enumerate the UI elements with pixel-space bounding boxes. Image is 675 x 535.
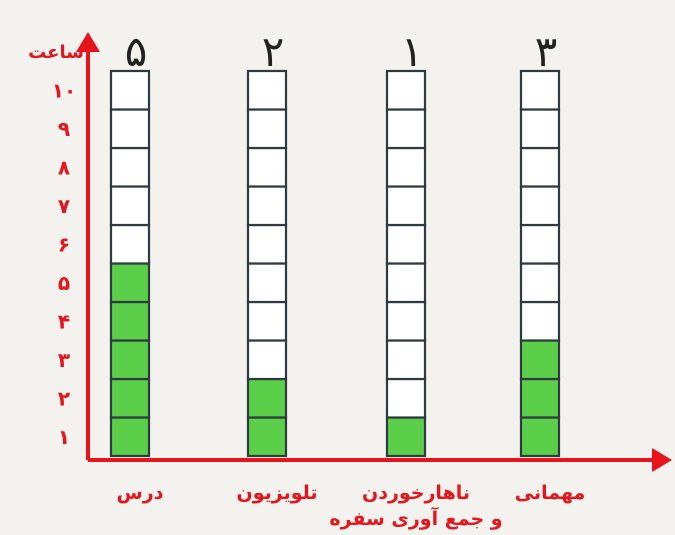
bar-cell-filled xyxy=(109,377,151,419)
x-category-label: و جمع آوری سفره xyxy=(329,506,502,530)
bar-cell-empty xyxy=(246,108,288,150)
bar-cell-empty xyxy=(385,262,427,304)
bar-cell-empty xyxy=(109,146,151,188)
bar-cell-filled xyxy=(109,339,151,381)
bar-cell-empty xyxy=(109,223,151,265)
y-axis-arrow xyxy=(76,32,100,52)
y-tick-label: ۲ xyxy=(58,386,70,410)
y-tick-label: ۹ xyxy=(58,117,70,141)
handwritten-value-label: ۳ xyxy=(535,27,558,76)
bar-cell-empty xyxy=(246,300,288,342)
bar-cell-empty xyxy=(519,69,561,111)
x-category-label: مهمانی xyxy=(515,482,586,504)
bar-cell-empty xyxy=(246,339,288,381)
x-category-label: تلویزیون xyxy=(236,482,317,504)
bar-cell-empty xyxy=(385,185,427,227)
bar-cell-filled xyxy=(109,262,151,304)
bar-cell-empty xyxy=(385,339,427,381)
bar-cell-empty xyxy=(519,300,561,342)
bar-cell-empty xyxy=(385,300,427,342)
bar-cell-empty xyxy=(246,262,288,304)
bar-cell-empty xyxy=(385,69,427,111)
bar-cell-empty xyxy=(246,146,288,188)
y-tick-label: ۵ xyxy=(58,271,70,295)
y-tick-label: ۸ xyxy=(58,155,70,179)
axes: ساعت xyxy=(28,32,672,472)
y-tick-labels: ۱ ۲ ۳ ۴ ۵ ۶ ۷ ۸ ۹ ۱۰ xyxy=(52,78,76,449)
bar-cell-filled xyxy=(109,300,151,342)
bar-cell-empty xyxy=(385,377,427,419)
bar-cell-filled xyxy=(246,416,288,458)
bars xyxy=(109,69,561,458)
bar-cell-empty xyxy=(519,146,561,188)
bar-cell-empty xyxy=(385,223,427,265)
bar-cell-filled xyxy=(385,416,427,458)
bar-cell-empty xyxy=(519,185,561,227)
bar-cell-empty xyxy=(519,108,561,150)
handwritten-value-label: ۲ xyxy=(262,27,285,76)
y-tick-label: ۶ xyxy=(58,232,70,256)
bar-cell-empty xyxy=(519,262,561,304)
x-category-label: ناهارخوردن xyxy=(362,482,470,504)
bar-cell-empty xyxy=(385,146,427,188)
bar-cell-empty xyxy=(246,185,288,227)
handwritten-value-label: ۱ xyxy=(401,27,424,76)
bar-cell-filled xyxy=(519,339,561,381)
bar-cell-empty xyxy=(109,185,151,227)
bar-cell-empty xyxy=(109,69,151,111)
y-tick-label: ۷ xyxy=(58,194,70,218)
y-tick-label: ۴ xyxy=(58,309,70,333)
handwritten-value-label: ۵ xyxy=(125,27,148,76)
y-tick-label: ۱ xyxy=(58,425,70,449)
bar-cell-filled xyxy=(109,416,151,458)
bar-cell-empty xyxy=(246,223,288,265)
bar-cell-filled xyxy=(519,416,561,458)
bar-cell-empty xyxy=(246,69,288,111)
x-axis-arrow xyxy=(652,448,672,472)
x-category-label: درس xyxy=(117,482,164,504)
bar-cell-empty xyxy=(519,223,561,265)
bar-cell-filled xyxy=(519,377,561,419)
bar-cell-filled xyxy=(246,377,288,419)
bar-cell-empty xyxy=(385,108,427,150)
y-axis-label: ساعت xyxy=(28,42,84,63)
bar-cell-empty xyxy=(109,108,151,150)
handwritten-values: ۵ ۲ ۱ ۳ xyxy=(125,27,558,76)
y-tick-label: ۱۰ xyxy=(52,78,76,102)
y-tick-label: ۳ xyxy=(58,348,70,372)
